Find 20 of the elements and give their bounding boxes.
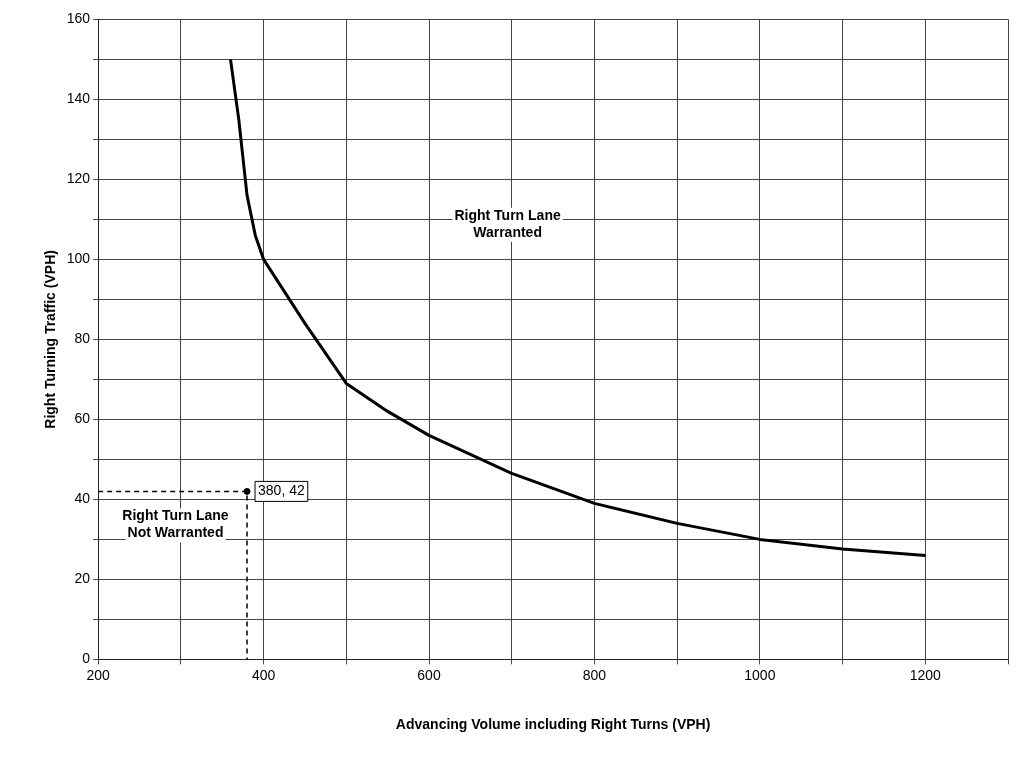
x-tick-label: 1000 <box>744 666 776 683</box>
y-tick-label: 0 <box>82 650 91 667</box>
y-tick-label: 140 <box>66 90 91 107</box>
y-tick-label: 60 <box>74 410 91 427</box>
annotation: Right Turn Lane Not Warranted <box>122 507 229 541</box>
x-tick-label: 400 <box>251 666 276 683</box>
x-axis-title: Advancing Volume including Right Turns (VPH) <box>395 716 711 733</box>
x-tick-label: 800 <box>582 666 607 683</box>
y-tick-label: 160 <box>66 10 91 27</box>
y-tick-label: 80 <box>74 330 91 347</box>
annotation: Right Turn Lane Warranted <box>454 206 561 240</box>
data-label: 380, 42 <box>258 482 305 499</box>
x-tick-label: 600 <box>417 666 441 683</box>
y-axis-title: Right Turning Traffic (VPH) <box>42 250 59 429</box>
y-tick-label: 120 <box>66 170 91 187</box>
y-tick-label: 40 <box>74 490 91 507</box>
y-tick-label: 20 <box>74 570 91 587</box>
y-tick-label: 100 <box>66 250 91 267</box>
x-tick-label: 1200 <box>909 666 942 683</box>
x-tick-label: 200 <box>86 666 111 683</box>
